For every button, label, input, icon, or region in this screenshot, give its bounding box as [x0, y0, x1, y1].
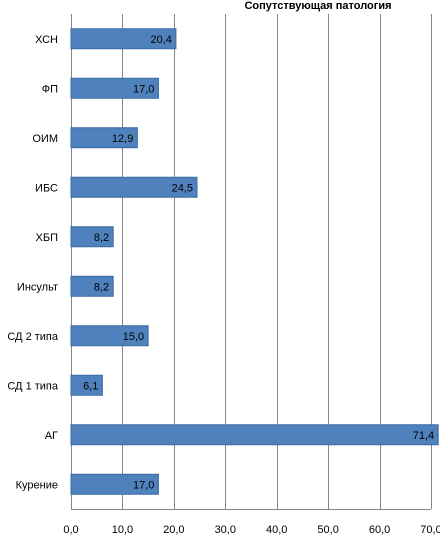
data-label: 71,4	[413, 430, 434, 442]
data-labels: 20,4 17,0 12,9 24,5 8,2 8,2 15,0 6,1 71,4 17,0	[83, 34, 434, 492]
category-label: СД 2 типа	[7, 331, 59, 343]
chart-title: Сопутствующая патология	[244, 0, 391, 12]
bar	[70, 473, 159, 495]
category-label: Курение	[16, 479, 58, 491]
data-label: 12,9	[112, 133, 133, 145]
bar	[70, 127, 138, 149]
bar	[70, 275, 114, 297]
category-label: АГ	[45, 430, 58, 442]
data-label: 8,2	[94, 232, 109, 244]
bar	[70, 77, 159, 99]
category-label: ИБС	[35, 182, 58, 194]
data-label: 24,5	[172, 182, 193, 194]
x-tick-label: 70,0	[420, 524, 440, 536]
category-labels: ХСН ФП ОИМ ИБС ХБП Инсульт СД 2 типа СД 1 типа А…	[7, 34, 59, 492]
category-label: СД 1 типа	[7, 380, 59, 392]
x-tick-label: 50,0	[317, 524, 338, 536]
data-label: 17,0	[133, 83, 154, 95]
x-tick-label: 60,0	[369, 524, 390, 536]
data-label: 8,2	[94, 281, 109, 293]
bars	[70, 28, 439, 495]
category-label: ОИМ	[32, 133, 58, 145]
category-label: ХСН	[35, 34, 58, 46]
bar	[70, 424, 439, 446]
data-label: 17,0	[133, 479, 154, 491]
bar	[70, 325, 149, 347]
x-tick-label: 0,0	[63, 524, 78, 536]
x-tick-label: 40,0	[266, 524, 287, 536]
category-label: ХБП	[36, 232, 59, 244]
bar	[70, 176, 198, 198]
data-label: 15,0	[123, 331, 144, 343]
data-label: 20,4	[150, 34, 171, 46]
bar	[70, 226, 114, 248]
x-axis-ticks: 0,0 10,0 20,0 30,0 40,0 50,0 60,0 70,0	[63, 524, 440, 536]
category-label: ФП	[42, 83, 58, 95]
x-tick-label: 30,0	[215, 524, 236, 536]
x-tick-label: 20,0	[163, 524, 184, 536]
bar	[70, 28, 177, 50]
bar	[70, 374, 103, 396]
data-label: 6,1	[83, 380, 98, 392]
x-tick-label: 10,0	[112, 524, 133, 536]
category-label: Инсульт	[17, 281, 58, 293]
